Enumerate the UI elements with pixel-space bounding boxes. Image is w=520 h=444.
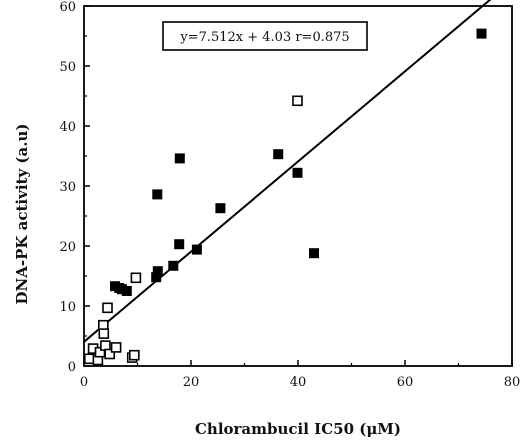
- y-tick-label: 30: [59, 180, 76, 195]
- equation-box: y=7.512x + 4.03 r=0.875: [162, 21, 368, 51]
- data-point-filled: [476, 28, 487, 39]
- plot-frame: [83, 5, 513, 367]
- data-point-filled: [168, 260, 179, 271]
- regression-equation: y=7.512x + 4.03 r=0.875: [179, 30, 349, 45]
- y-tick-label: 0: [68, 360, 76, 375]
- data-point-filled: [174, 153, 185, 164]
- y-axis-label: DNA-PK activity (a.u): [13, 124, 31, 305]
- data-point-open: [292, 95, 303, 107]
- data-point-open: [130, 272, 142, 284]
- data-point-open: [98, 328, 110, 339]
- y-tick-label: 40: [59, 120, 76, 135]
- x-axis-label: Chlorambucil IC50 (μM): [195, 420, 401, 438]
- x-tick-label: 20: [183, 375, 200, 390]
- axis-ticks: 0 20 40 60 80 0 10 20 30 40 50 60: [59, 0, 520, 390]
- y-tick-label: 50: [59, 60, 76, 75]
- x-tick-label: 40: [290, 375, 307, 390]
- data-point-filled: [292, 167, 303, 178]
- data-point-open: [104, 348, 115, 360]
- y-tick-label: 20: [59, 240, 76, 255]
- data-point-filled: [121, 286, 132, 296]
- data-point-filled: [309, 248, 319, 259]
- x-tick-label: 0: [80, 375, 88, 390]
- data-point-filled: [152, 266, 163, 277]
- y-tick-label: 10: [59, 300, 76, 315]
- data-point-filled: [215, 203, 226, 214]
- data-point-open: [129, 349, 140, 361]
- data-point-filled: [273, 149, 284, 160]
- data-point-filled: [152, 189, 163, 200]
- data-point-filled: [191, 244, 202, 255]
- y-tick-label: 60: [59, 0, 76, 15]
- x-tick-label: 80: [504, 375, 520, 390]
- data-points: [84, 28, 487, 366]
- plot-axes: [83, 5, 513, 367]
- data-point-open: [102, 302, 113, 314]
- data-point-filled: [174, 239, 185, 250]
- data-point-open: [110, 342, 122, 353]
- x-tick-label: 60: [397, 375, 414, 390]
- data-point-open: [84, 353, 95, 365]
